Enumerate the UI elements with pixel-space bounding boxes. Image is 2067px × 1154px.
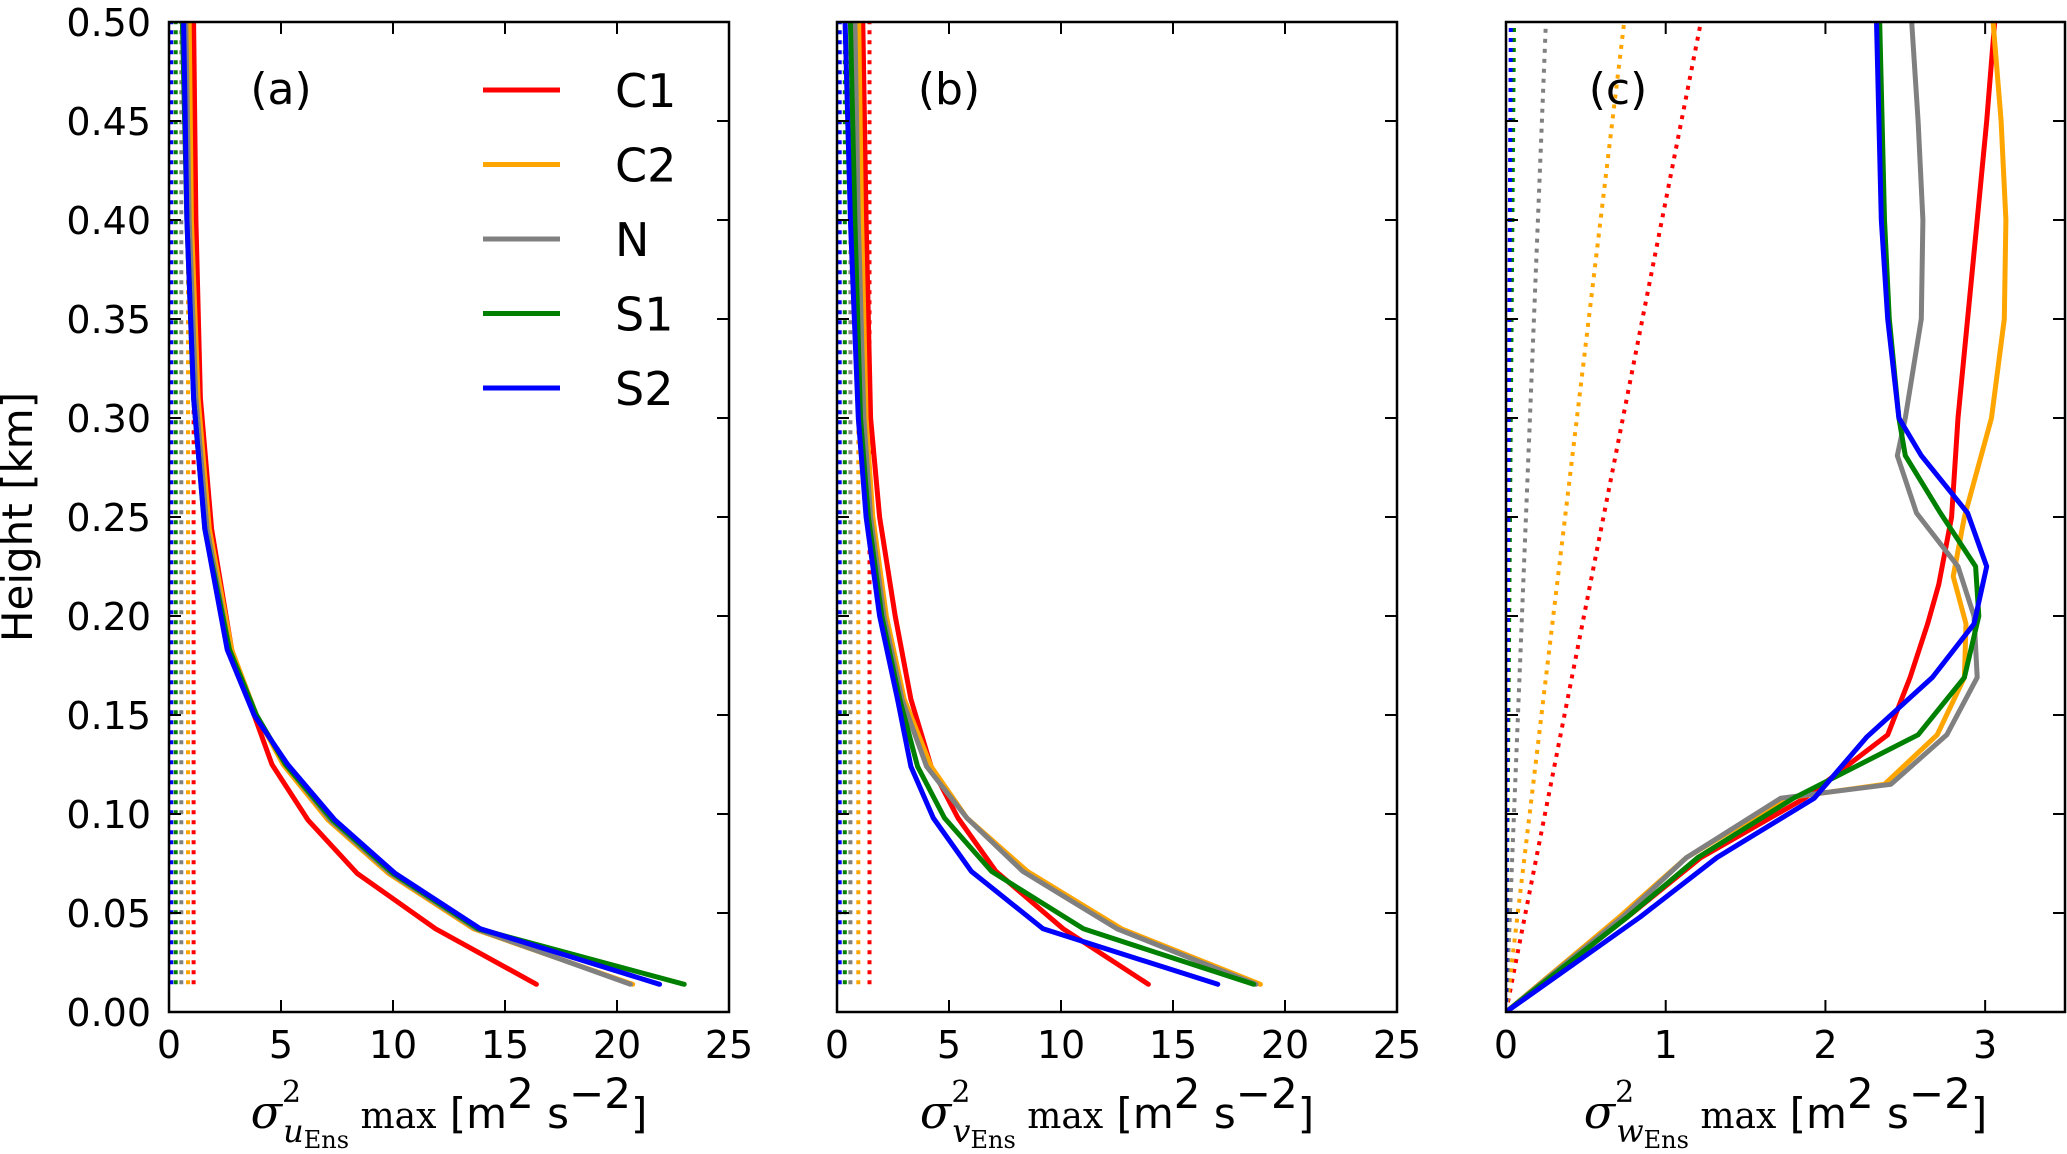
- axes-frame: [835, 20, 1399, 1014]
- legend-label: C2: [615, 139, 676, 193]
- xlabel-units: [m: [436, 1089, 507, 1138]
- series-line-n: [852, 22, 1259, 987]
- xlabel-units-sup: 2: [1847, 1069, 1874, 1118]
- series-line-s1: [847, 22, 1257, 987]
- series-line-n: [1506, 22, 1980, 1012]
- xlabel-sub-var: v: [952, 1112, 970, 1150]
- legend: C1 C2 N S1 S2: [483, 64, 676, 416]
- y-tick-label: 0.10: [66, 793, 151, 837]
- x-tick-label: 10: [1037, 1023, 1085, 1067]
- x-tick-label: 1: [1654, 1023, 1678, 1067]
- plot-area: [1506, 22, 2009, 1012]
- y-tick-label: 0.20: [66, 595, 151, 639]
- xlabel-sup: 2: [951, 1075, 970, 1110]
- panel-label: (c): [1589, 64, 1648, 115]
- xlabel-units: s: [1874, 1089, 1909, 1138]
- y-tick-label: 0.50: [66, 1, 151, 45]
- xlabel-units: [m: [1103, 1089, 1174, 1138]
- x-tick-label: 2: [1813, 1023, 1837, 1067]
- xlabel-sup: 2: [1615, 1075, 1634, 1110]
- series-line-c2: [1506, 22, 2009, 1012]
- series-line-s2: [181, 22, 663, 987]
- y-tick-label: 0.45: [66, 100, 151, 144]
- xlabel-sub-var: w: [1616, 1112, 1643, 1150]
- y-tick-label: 0.40: [66, 199, 151, 243]
- x-tick-label: 20: [1261, 1023, 1309, 1067]
- y-tick-label: 0.00: [66, 991, 151, 1035]
- y-tick-label: 0.15: [66, 694, 151, 738]
- xlabel-units-sup: −2: [1236, 1069, 1298, 1118]
- x-tick-label: 0: [157, 1023, 181, 1067]
- panel-c: 0 1 2 3(c)σ2 wEns max [m2 s−2]: [1494, 20, 2067, 1154]
- xlabel-max: max: [349, 1096, 436, 1137]
- x-tick-label: 15: [1149, 1023, 1197, 1067]
- xlabel-units: s: [534, 1089, 569, 1138]
- y-tick-label: 0.05: [66, 892, 151, 936]
- y-tick-label: 0.25: [66, 496, 151, 540]
- panel-label: (a): [250, 64, 311, 115]
- plot-area: [169, 22, 687, 987]
- series-line-c1: [860, 22, 1151, 987]
- x-axis-label: σ2 wEns max [m2 s−2]: [1584, 1069, 1987, 1154]
- x-tick-label: 0: [1494, 1023, 1518, 1067]
- legend-label: S2: [615, 362, 673, 416]
- xlabel-units-sup: 2: [507, 1069, 534, 1118]
- xlabel-units: s: [1201, 1089, 1236, 1138]
- xlabel-units-sup: −2: [569, 1069, 631, 1118]
- series-line-s2: [842, 22, 1221, 987]
- x-tick-label: 0: [825, 1023, 849, 1067]
- xlabel-symbol: σ: [251, 1085, 284, 1139]
- legend-label: N: [615, 213, 649, 267]
- series-line-c2: [186, 22, 636, 987]
- x-tick-label: 25: [1373, 1023, 1421, 1067]
- xlabel-units: [m: [1776, 1089, 1847, 1138]
- y-axis-label: Height [km]: [0, 392, 42, 642]
- xlabel-sub-var: u: [283, 1112, 304, 1150]
- y-tick-label: 0.30: [66, 397, 151, 441]
- xlabel-units-sup: −2: [1909, 1069, 1971, 1118]
- xlabel-symbol: σ: [1584, 1085, 1617, 1139]
- xlabel-units: ]: [631, 1089, 647, 1138]
- series-line-s1: [1506, 22, 1982, 1012]
- x-axis-label: σ2 uEns max [m2 s−2]: [251, 1069, 648, 1154]
- series-line-c2-dotted: [1506, 22, 1627, 1012]
- series-line-s2: [1506, 22, 1990, 1012]
- xlabel-max: max: [1016, 1096, 1103, 1137]
- x-tick-label: 20: [593, 1023, 641, 1067]
- xlabel-symbol: σ: [920, 1085, 953, 1139]
- x-tick-label: 25: [705, 1023, 753, 1067]
- panel-label: (b): [918, 64, 980, 115]
- x-tick-label: 3: [1973, 1023, 1997, 1067]
- series-line-s1: [179, 22, 687, 987]
- legend-label: C1: [615, 64, 676, 118]
- y-tick-label: 0.35: [66, 298, 151, 342]
- xlabel-sub-ens: Ens: [970, 1126, 1015, 1154]
- xlabel-sub-ens: Ens: [1644, 1126, 1689, 1154]
- xlabel-sup: 2: [282, 1075, 301, 1110]
- xlabel-max: max: [1689, 1096, 1776, 1137]
- panel-b: 0 5 10 15 20 25(b)σ2 vEns max [m2 s−2]: [825, 20, 1421, 1154]
- xlabel-sub-ens: Ens: [304, 1126, 349, 1154]
- x-tick-label: 5: [269, 1023, 293, 1067]
- x-axis-label: σ2 vEns max [m2 s−2]: [920, 1069, 1314, 1154]
- series-line-n: [183, 22, 633, 987]
- xlabel-units-sup: 2: [1174, 1069, 1201, 1118]
- series-line-c1-dotted: [1506, 22, 1703, 1012]
- series-line-c2: [856, 22, 1263, 987]
- xlabel-units: ]: [1971, 1089, 1987, 1138]
- x-tick-label: 5: [937, 1023, 961, 1067]
- panel-a: 0 5 10 15 20 25 0.00 0.05 0.10 0.15 0.20 0.25 0.30 0.…: [66, 1, 753, 1154]
- x-tick-label: 15: [481, 1023, 529, 1067]
- xlabel-units: ]: [1298, 1089, 1314, 1138]
- x-tick-label: 10: [369, 1023, 417, 1067]
- plot-area: [837, 22, 1263, 987]
- legend-label: S1: [615, 288, 673, 342]
